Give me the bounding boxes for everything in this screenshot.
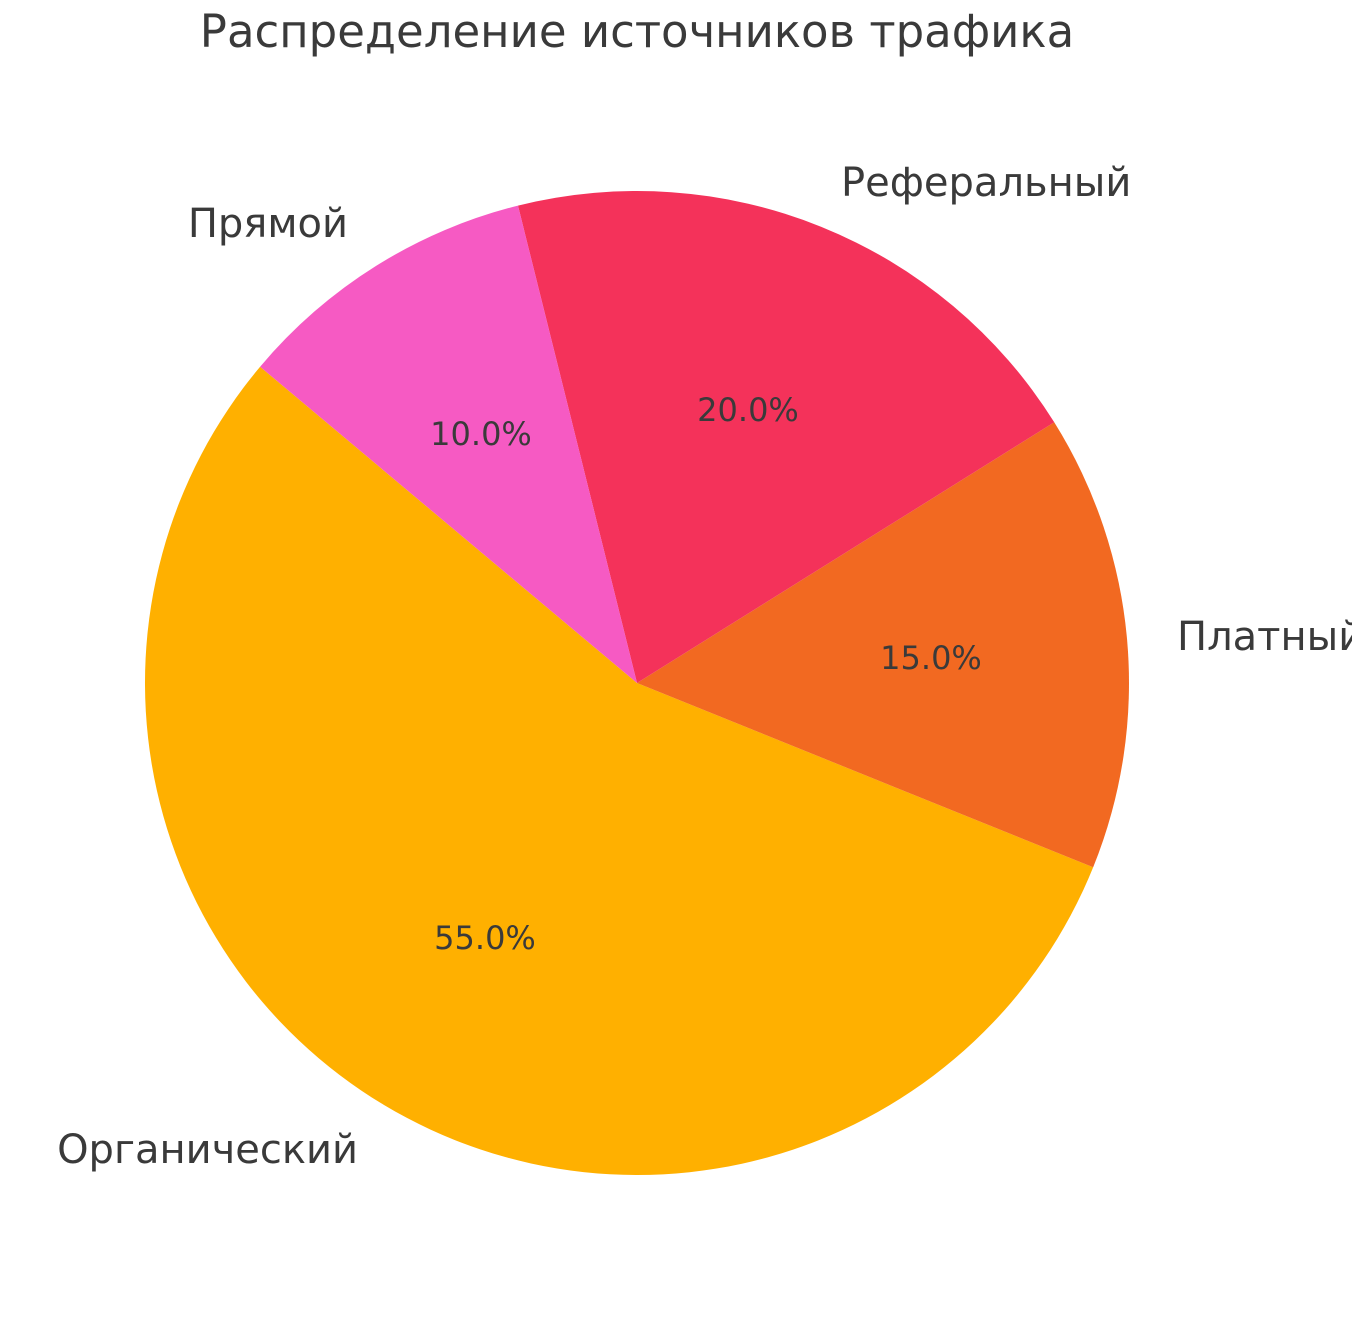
pct-label-direct: 10.0% (430, 415, 532, 453)
pct-label-organic: 55.0% (434, 919, 536, 957)
slice-label-organic: Органический (57, 1127, 358, 1173)
chart-title: Распределение источников трафика (199, 5, 1075, 58)
pct-label-referral: 20.0% (697, 391, 799, 429)
pie-slice-0 (144, 366, 1094, 1176)
pct-label-paid: 15.0% (880, 639, 982, 677)
pie-slice-2 (517, 190, 1055, 684)
slice-label-paid: Платный (1177, 614, 1352, 660)
pie-slice-1 (637, 422, 1129, 868)
slice-label-direct: Прямой (187, 201, 348, 247)
slice-label-referral: Реферальный (841, 160, 1132, 206)
pie-slice-3 (260, 205, 637, 684)
